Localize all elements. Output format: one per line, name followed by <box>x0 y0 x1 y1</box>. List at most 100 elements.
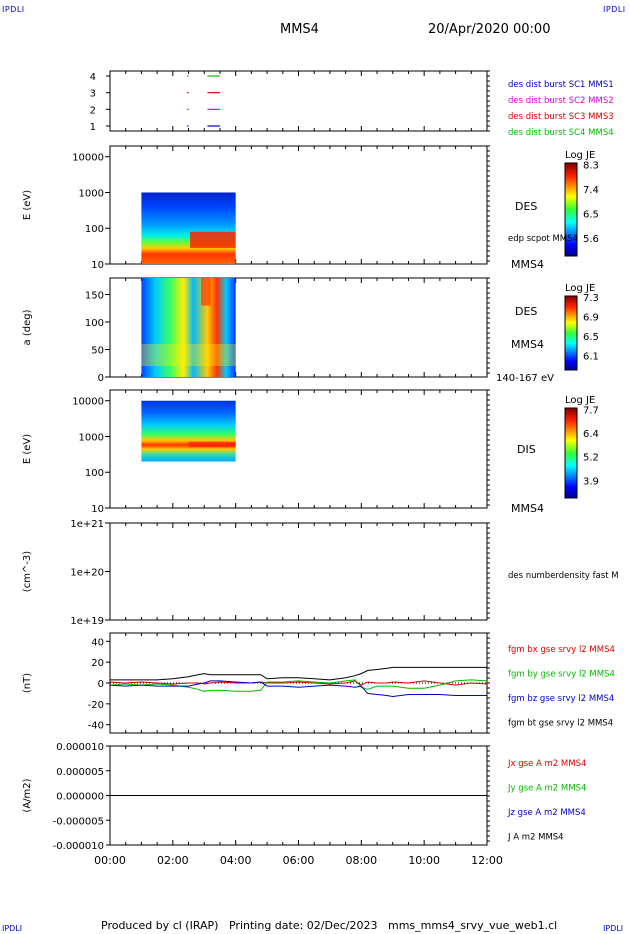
time-axis-tick-label: 10:00 <box>408 854 440 867</box>
des-pitch-ytick-label: 50 <box>91 346 104 357</box>
availability-ytick-label: 2 <box>90 105 96 116</box>
fgm-series-line <box>109 679 488 692</box>
des-pitch-spectrogram <box>141 278 236 377</box>
corner-logo-bottom-right: IPDLI <box>603 924 624 933</box>
fgm-ylabel: (nT) <box>22 673 33 693</box>
current-ytick-label: 0.000010 <box>56 742 104 753</box>
corner-logo-top-left: IPDLI <box>2 5 25 14</box>
des_energy-spectrogram <box>141 192 236 264</box>
current-legend-label: Jx gse A m2 MMS4 <box>507 759 586 769</box>
availability-legend-label: des dist burst SC2 MMS2 <box>508 96 614 106</box>
des_energy-ytick-label: 100 <box>85 224 104 235</box>
density-ytick-label: 1e+19 <box>70 616 104 627</box>
des_pitch-ylabel: a (deg) <box>22 309 33 345</box>
des_energy-ytick-label: 10 <box>91 260 104 271</box>
corner-logo-top-right: IPDLI <box>603 5 626 14</box>
current-ytick-label: 0.000005 <box>56 767 104 778</box>
current-ytick-label: 0.000000 <box>56 792 104 803</box>
des_energy-ytick-label: 1000 <box>79 188 104 199</box>
des-pitch-ytick-label: 0 <box>98 373 104 384</box>
des_pitch-colorbar-tick: 6.5 <box>583 332 599 343</box>
fgm-legend-label: fgm bz gse srvy l2 MMS4 <box>508 694 614 704</box>
current-legend-label: J A m2 MMS4 <box>507 833 564 843</box>
des-pitch-right-label-energy: 140-167 eV <box>496 373 554 384</box>
current-ylabel: (A/m2) <box>22 778 33 812</box>
fgm-legend-label: fgm bt gse srvy l2 MMS4 <box>508 719 613 729</box>
des_energy-colorbar-tick: 8.3 <box>583 160 599 171</box>
current-legend-label: Jz gse A m2 MMS4 <box>507 808 586 818</box>
fgm-ytick-label: 40 <box>91 637 104 648</box>
footer-filename: mms_mms4_srvy_vue_web1.cl <box>388 919 558 932</box>
density-ytick-label: 1e+20 <box>70 568 104 579</box>
fgm-legend-label: fgm bx gse srvy l2 MMS4 <box>508 645 615 655</box>
fgm-ytick-label: -40 <box>88 721 104 732</box>
dis_energy-colorbar-tick: 3.9 <box>583 476 599 487</box>
availability-legend-label: des dist burst SC4 MMS4 <box>508 128 614 138</box>
time-axis-tick-label: 06:00 <box>283 854 315 867</box>
dis_energy-spectrogram <box>141 400 236 462</box>
des_energy-colorbar-tick: 5.6 <box>583 234 599 245</box>
time-axis-tick-label: 04:00 <box>220 854 252 867</box>
dis_energy-colorbar-tick: 7.7 <box>583 405 599 416</box>
density-ytick-label: 1e+21 <box>70 519 104 530</box>
des-pitch-ytick-label: 150 <box>85 291 104 302</box>
des_energy-colorbar-title: Log JE <box>565 150 595 161</box>
time-axis-tick-label: 12:00 <box>471 854 503 867</box>
density-frame <box>109 522 488 621</box>
availability-legend-label: des dist burst SC1 MMS1 <box>508 80 614 90</box>
des-pitch-ytick-label: 100 <box>85 318 104 329</box>
fgm-series-line <box>110 666 487 681</box>
des_pitch-colorbar-tick: 6.1 <box>583 351 599 362</box>
current-ytick-label: -0.000010 <box>53 841 104 852</box>
dis_energy-colorbar-tick: 5.2 <box>583 453 599 464</box>
time-axis-tick-label: 02:00 <box>157 854 189 867</box>
footer-credit: Produced by cl (IRAP) Printing date: 02/… <box>101 919 557 932</box>
density-legend-label: des numberdensity fast M <box>508 571 619 581</box>
des_pitch-colorbar-title: Log JE <box>565 283 595 294</box>
des_pitch-colorbar-tick: 7.3 <box>583 293 599 304</box>
dis_energy-ytick-label: 100 <box>85 468 104 479</box>
dis-energy-right-label-dis: DIS <box>517 443 536 456</box>
availability-legend-label: des dist burst SC3 MMS3 <box>508 112 614 122</box>
des_energy-colorbar-tick: 7.4 <box>583 185 599 196</box>
des-energy-right-label-des: DES <box>515 200 537 213</box>
des_pitch-colorbar-tick: 6.9 <box>583 312 599 323</box>
fgm-frame <box>109 632 488 734</box>
availability-frame <box>109 70 488 132</box>
footer-producer: Produced by cl (IRAP) <box>101 919 219 932</box>
dis_energy-ytick-label: 10 <box>91 504 104 515</box>
time-axis-tick-label: 08:00 <box>345 854 377 867</box>
fgm-ytick-label: 0 <box>98 679 104 690</box>
current-ytick-label: -0.000005 <box>53 816 104 827</box>
des-pitch-feature <box>201 278 211 306</box>
des_energy-colorbar-tick: 6.5 <box>583 209 599 220</box>
dis-energy-right-label-mms4: MMS4 <box>511 502 544 515</box>
des_energy-colorbar <box>564 162 578 257</box>
dis-energy-enhancement <box>188 441 236 448</box>
des_energy-ylabel: E (eV) <box>22 190 33 220</box>
des-energy-right-label-scpot: edp scpot MMS4 <box>508 234 578 244</box>
dis_energy-colorbar-title: Log JE <box>565 395 595 406</box>
footer-printing-date: Printing date: 02/Dec/2023 <box>228 919 378 932</box>
current-legend-label: Jy gse A m2 MMS4 <box>507 784 586 794</box>
dis_energy-ytick-label: 10000 <box>72 397 104 408</box>
availability-ytick-label: 3 <box>90 89 96 100</box>
des-energy-enhancement <box>190 231 236 248</box>
spacecraft-title: MMS4 <box>280 22 319 37</box>
des-pitch-band <box>141 344 236 366</box>
density-ylabel: (cm^-3) <box>22 551 33 592</box>
des-pitch-right-label-mms4: MMS4 <box>511 338 544 351</box>
fgm-legend-label: fgm by gse srvy l2 MMS4 <box>508 670 615 680</box>
corner-logo-bottom-left: IPDLI <box>2 924 23 933</box>
time-axis-tick-label: 00:00 <box>94 854 126 867</box>
availability-ytick-label: 1 <box>90 122 96 133</box>
des_energy-ytick-label: 10000 <box>72 153 104 164</box>
des-energy-right-label-mms4: MMS4 <box>511 258 544 271</box>
fgm-ytick-label: -20 <box>88 700 104 711</box>
availability-ytick-label: 4 <box>90 72 96 83</box>
fgm-series-line <box>109 680 487 698</box>
date-time-title: 20/Apr/2020 00:00 <box>428 22 551 37</box>
dis_energy-ylabel: E (eV) <box>22 434 33 464</box>
dis_energy-ytick-label: 1000 <box>79 432 104 443</box>
